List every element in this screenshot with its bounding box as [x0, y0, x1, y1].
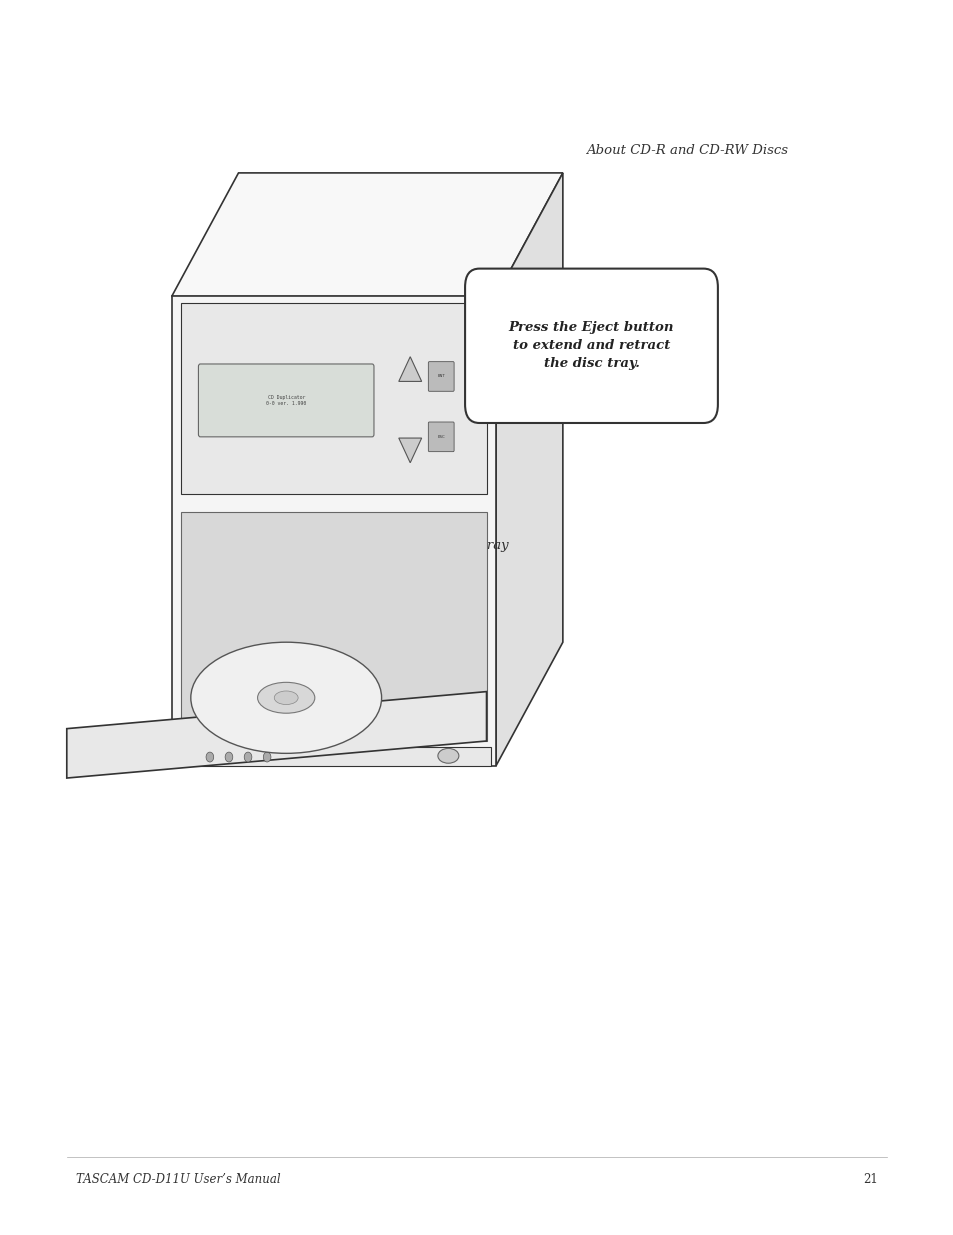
Text: About CD-R and CD-RW Discs: About CD-R and CD-RW Discs — [585, 144, 787, 157]
Circle shape — [244, 752, 252, 762]
Circle shape — [225, 752, 233, 762]
Ellipse shape — [191, 642, 381, 753]
Polygon shape — [172, 173, 562, 296]
FancyBboxPatch shape — [181, 303, 486, 494]
Polygon shape — [67, 692, 486, 778]
Polygon shape — [398, 357, 421, 382]
FancyBboxPatch shape — [464, 269, 717, 424]
Text: ESC: ESC — [436, 435, 445, 438]
FancyBboxPatch shape — [176, 747, 491, 766]
FancyBboxPatch shape — [428, 362, 454, 391]
Text: 21: 21 — [862, 1173, 877, 1186]
Ellipse shape — [274, 692, 297, 704]
Ellipse shape — [257, 682, 314, 714]
FancyBboxPatch shape — [181, 513, 486, 741]
Ellipse shape — [437, 748, 458, 763]
Text: Figure 7. Ejecting the Disc Tray: Figure 7. Ejecting the Disc Tray — [293, 540, 508, 552]
Text: Press the Eject button
to extend and retract
the disc tray.: Press the Eject button to extend and ret… — [508, 321, 674, 370]
Text: TASCAM CD-D11U User’s Manual: TASCAM CD-D11U User’s Manual — [76, 1173, 280, 1186]
Polygon shape — [398, 438, 421, 463]
Circle shape — [206, 752, 213, 762]
FancyBboxPatch shape — [172, 296, 496, 766]
FancyBboxPatch shape — [428, 422, 454, 452]
Text: CD Duplicator
0-0 ver. 1.990: CD Duplicator 0-0 ver. 1.990 — [266, 395, 306, 406]
Polygon shape — [496, 173, 562, 766]
Text: ENT: ENT — [436, 374, 445, 378]
Circle shape — [263, 752, 271, 762]
FancyBboxPatch shape — [198, 364, 374, 437]
